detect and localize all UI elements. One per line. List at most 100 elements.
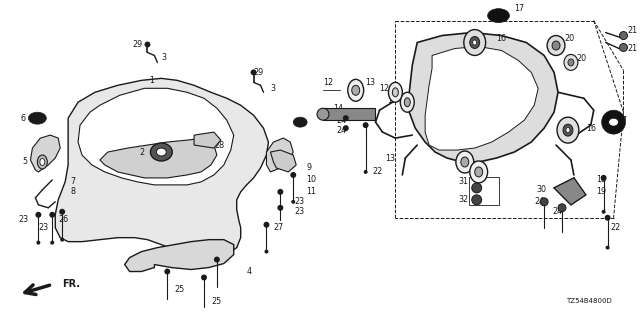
Text: 23: 23	[38, 223, 49, 232]
Text: TZ54B4800D: TZ54B4800D	[566, 298, 612, 304]
Circle shape	[472, 195, 482, 205]
Ellipse shape	[348, 79, 364, 101]
Circle shape	[251, 69, 257, 76]
Text: 26: 26	[58, 215, 68, 224]
Circle shape	[60, 238, 64, 242]
Text: 25: 25	[174, 285, 184, 294]
Circle shape	[60, 209, 65, 215]
Text: 23: 23	[294, 207, 305, 216]
Circle shape	[343, 125, 349, 131]
Text: 11: 11	[306, 188, 316, 196]
Text: 19: 19	[596, 188, 606, 196]
Text: 21: 21	[627, 44, 637, 53]
Text: 9: 9	[306, 164, 311, 172]
Ellipse shape	[293, 117, 307, 127]
Polygon shape	[425, 46, 538, 150]
Circle shape	[164, 268, 170, 275]
Circle shape	[602, 110, 625, 134]
Circle shape	[540, 198, 548, 206]
Ellipse shape	[456, 151, 474, 173]
Text: 10: 10	[306, 175, 316, 184]
Text: 31: 31	[459, 177, 469, 187]
Text: 1: 1	[149, 76, 154, 85]
Text: 24: 24	[534, 197, 545, 206]
Text: 13: 13	[387, 96, 397, 105]
Text: 18: 18	[596, 175, 605, 184]
Circle shape	[214, 257, 220, 262]
Ellipse shape	[552, 41, 560, 50]
Circle shape	[277, 189, 284, 195]
Text: 12: 12	[380, 84, 390, 93]
Text: 24: 24	[336, 126, 346, 135]
Circle shape	[601, 175, 607, 181]
Polygon shape	[55, 78, 268, 258]
Circle shape	[363, 122, 369, 128]
Text: 14: 14	[333, 104, 343, 113]
Text: 23: 23	[19, 215, 29, 224]
Circle shape	[602, 210, 605, 214]
Circle shape	[264, 250, 268, 253]
Ellipse shape	[488, 9, 509, 23]
Text: 32: 32	[459, 195, 469, 204]
Polygon shape	[554, 178, 586, 205]
Ellipse shape	[461, 157, 468, 167]
Text: 21: 21	[627, 26, 637, 35]
Ellipse shape	[404, 98, 410, 107]
Circle shape	[264, 222, 269, 228]
Circle shape	[364, 170, 367, 174]
Text: 20: 20	[564, 34, 574, 43]
Text: 3: 3	[271, 84, 275, 93]
Text: 17: 17	[618, 116, 628, 125]
Text: 15: 15	[333, 114, 343, 123]
Ellipse shape	[37, 155, 47, 169]
Ellipse shape	[150, 143, 172, 161]
Circle shape	[145, 42, 150, 47]
Ellipse shape	[392, 88, 398, 97]
Text: 30: 30	[536, 185, 546, 194]
Ellipse shape	[401, 92, 414, 112]
Circle shape	[558, 204, 566, 212]
Ellipse shape	[566, 128, 570, 132]
Text: 3: 3	[161, 53, 166, 62]
Ellipse shape	[388, 82, 403, 102]
Polygon shape	[271, 150, 296, 172]
Text: 22: 22	[611, 223, 621, 232]
Text: 6: 6	[293, 118, 298, 127]
Polygon shape	[125, 240, 234, 271]
Text: 13: 13	[385, 154, 396, 163]
Text: 25: 25	[211, 297, 221, 306]
Text: 2: 2	[140, 148, 145, 156]
Ellipse shape	[547, 36, 565, 55]
Circle shape	[49, 212, 55, 218]
Text: 24: 24	[336, 116, 346, 125]
Circle shape	[201, 275, 207, 280]
Circle shape	[35, 212, 42, 218]
Text: 16: 16	[586, 124, 596, 132]
Bar	[468, 177, 499, 205]
Text: 17: 17	[515, 4, 525, 13]
Polygon shape	[266, 138, 293, 172]
Text: 23: 23	[294, 197, 305, 206]
Text: 6: 6	[20, 114, 26, 123]
Ellipse shape	[40, 158, 45, 165]
Polygon shape	[31, 135, 60, 172]
Polygon shape	[194, 132, 221, 148]
Text: 16: 16	[497, 34, 506, 43]
Ellipse shape	[352, 85, 360, 95]
Circle shape	[343, 115, 349, 121]
Text: 13: 13	[365, 78, 376, 87]
Text: 20: 20	[576, 54, 586, 63]
Ellipse shape	[28, 112, 46, 124]
Text: 28: 28	[214, 140, 224, 149]
Ellipse shape	[557, 117, 579, 143]
Text: FR.: FR.	[62, 279, 80, 290]
Text: 8: 8	[70, 188, 75, 196]
Circle shape	[51, 241, 54, 244]
Ellipse shape	[156, 148, 166, 156]
Ellipse shape	[473, 40, 477, 45]
Circle shape	[620, 32, 627, 40]
Polygon shape	[409, 33, 558, 162]
Text: 29: 29	[253, 68, 264, 77]
Ellipse shape	[564, 54, 578, 70]
Polygon shape	[78, 88, 234, 185]
